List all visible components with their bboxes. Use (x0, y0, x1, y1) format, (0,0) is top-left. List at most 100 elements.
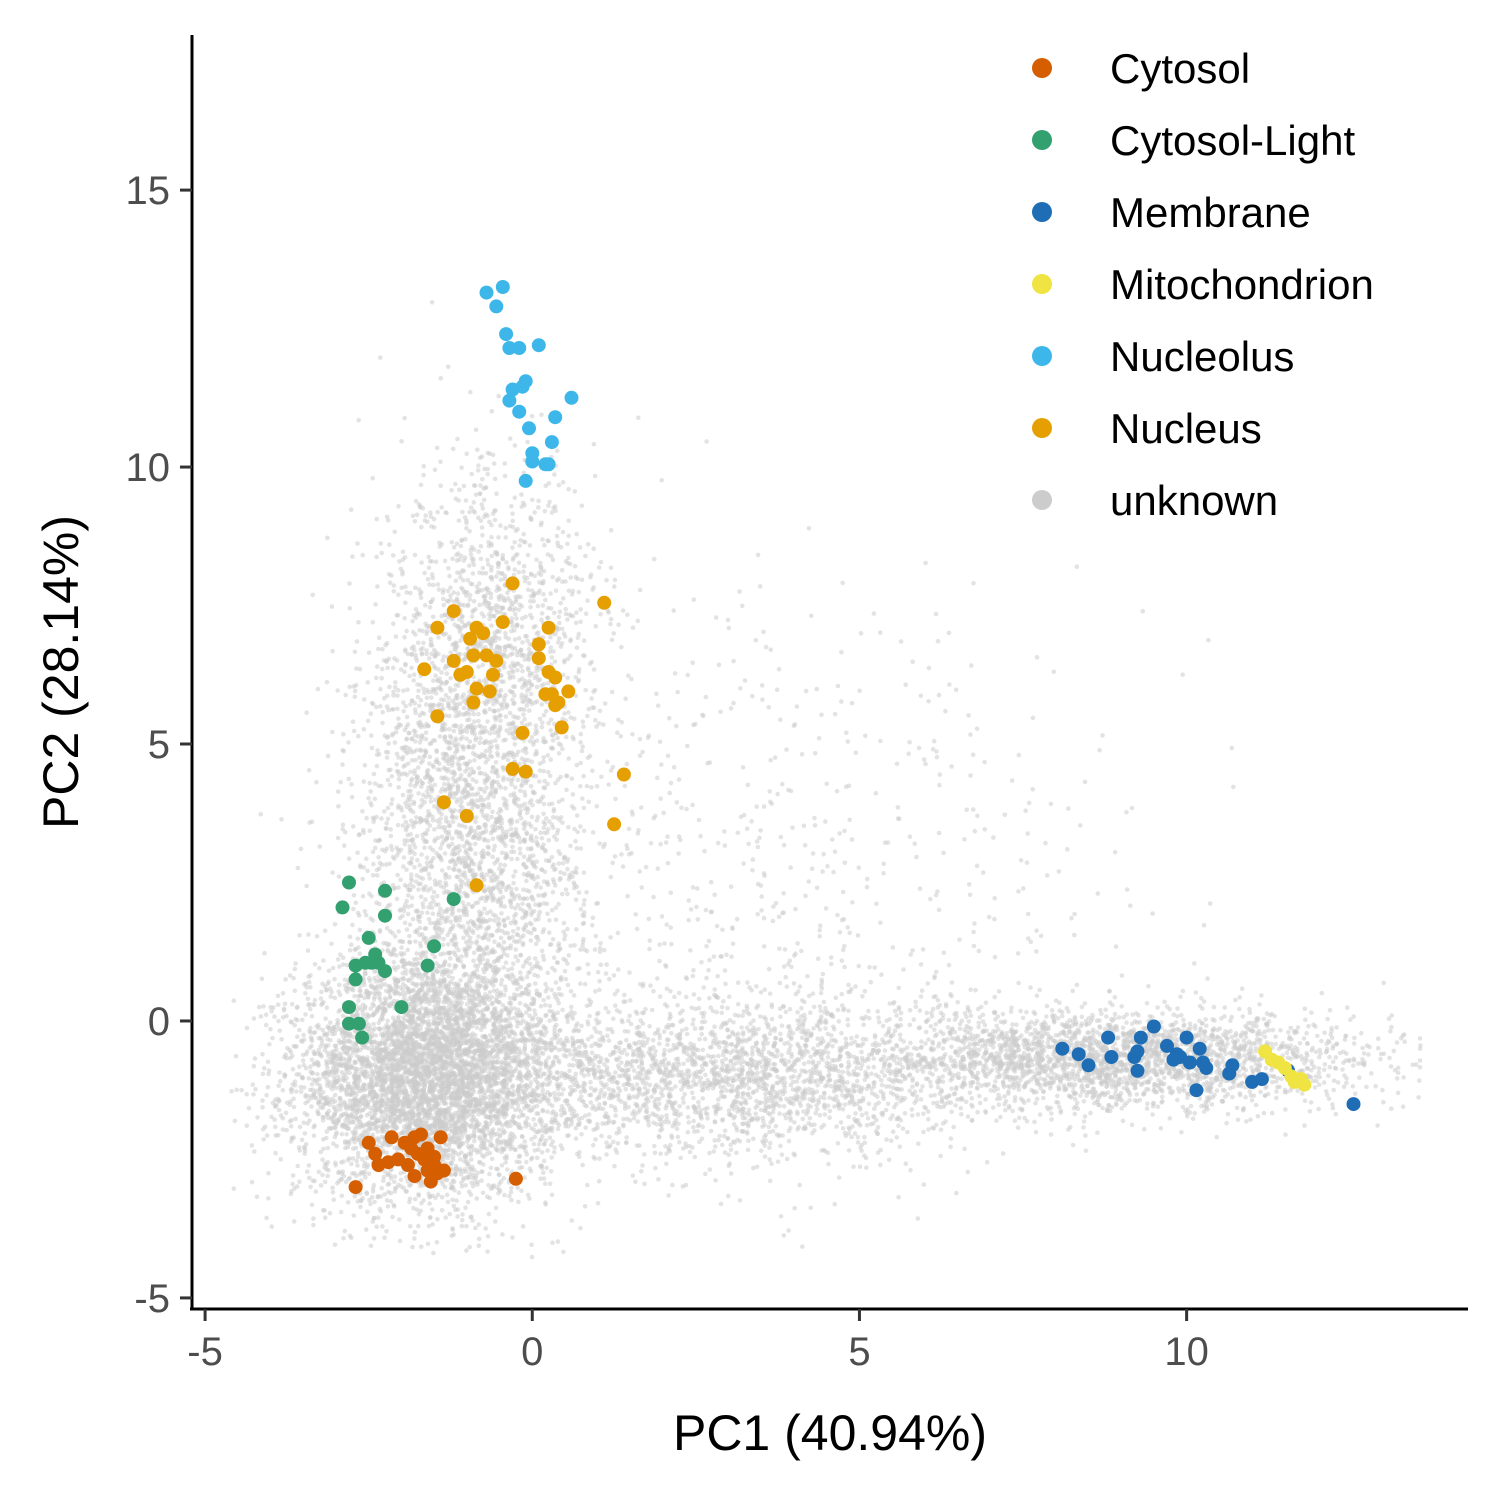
unknown-point (311, 1216, 316, 1221)
unknown-point (662, 941, 667, 946)
unknown-point (388, 1071, 393, 1077)
unknown-point (269, 1224, 275, 1229)
unknown-point (270, 1035, 275, 1041)
unknown-point (297, 1148, 303, 1153)
unknown-point (244, 1123, 250, 1129)
unknown-point (324, 1135, 329, 1141)
unknown-point (301, 1032, 306, 1038)
unknown-point (497, 1188, 503, 1194)
unknown-point (229, 1089, 234, 1094)
unknown-point (397, 1217, 402, 1222)
unknown-point (354, 1012, 360, 1018)
unknown-point (270, 1100, 276, 1106)
unknown-point (335, 1067, 340, 1073)
unknown-point (325, 1173, 331, 1179)
unknown-point (355, 1199, 361, 1204)
unknown-point (485, 1234, 491, 1239)
unknown-point (364, 1227, 369, 1232)
unknown-point (324, 1058, 329, 1064)
unknown-point (448, 979, 454, 985)
unknown-point (476, 1112, 481, 1117)
unknown-point (405, 911, 411, 917)
unknown-point (379, 1001, 384, 1006)
unknown-point (487, 1171, 492, 1177)
unknown-point (265, 1084, 271, 1090)
unknown-point (345, 1200, 351, 1205)
unknown-point (453, 1207, 458, 1212)
unknown-point (571, 1056, 576, 1062)
unknown-point (333, 1160, 338, 1166)
unknown-point (478, 1160, 483, 1165)
unknown-point (289, 1117, 294, 1123)
unknown-point (501, 1035, 507, 1040)
unknown-point (388, 1173, 393, 1178)
unknown-point (407, 1196, 413, 1202)
unknown-point (308, 1184, 314, 1190)
unknown-point (279, 1037, 285, 1042)
unknown-point (473, 1173, 479, 1179)
unknown-point (416, 1211, 422, 1217)
unknown-point (509, 1104, 515, 1109)
unknown-point (341, 1159, 346, 1164)
unknown-point (482, 1133, 488, 1138)
unknown-point (381, 1174, 387, 1180)
unknown-point (491, 988, 497, 993)
unknown-point (485, 1194, 490, 1199)
unknown-point (355, 1150, 361, 1156)
unknown-point (460, 1028, 465, 1034)
unknown-point (291, 1096, 296, 1102)
unknown-point (262, 1066, 267, 1071)
unknown-point (399, 1074, 404, 1080)
unknown-point (311, 1049, 317, 1054)
unknown-point (352, 1075, 358, 1081)
unknown-point (489, 1156, 495, 1162)
unknown-point (505, 1167, 510, 1172)
unknown-point (435, 990, 441, 995)
unknown-point (473, 963, 478, 968)
unknown-point (397, 1238, 403, 1244)
unknown-point (416, 975, 422, 980)
unknown-point (485, 1124, 490, 1129)
unknown-point (487, 1130, 492, 1136)
unknown-point (461, 964, 467, 969)
unknown-point (287, 973, 293, 978)
unknown-point (287, 1047, 292, 1053)
unknown-point (457, 1168, 462, 1173)
unknown-point (297, 1179, 302, 1184)
unknown-point (543, 1200, 548, 1205)
unknown-point (508, 1189, 514, 1195)
unknown-point (428, 1036, 433, 1042)
unknown-point (297, 933, 302, 938)
unknown-point (357, 987, 363, 993)
unknown-point (561, 1249, 566, 1255)
unknown-point (545, 1148, 550, 1153)
unknown-point (377, 991, 383, 997)
unknown-point (347, 1039, 353, 1044)
unknown-point (536, 1111, 541, 1116)
unknown-point (566, 953, 572, 958)
unknown-point (527, 1013, 532, 1018)
unknown-point (249, 1143, 255, 1148)
unknown-point (472, 1167, 477, 1173)
unknown-point (568, 1004, 574, 1010)
unknown-point (555, 1239, 561, 1244)
unknown-point (592, 1156, 598, 1161)
unknown-point (339, 1131, 345, 1137)
unknown-point (481, 1055, 487, 1061)
unknown-point (476, 1222, 482, 1227)
unknown-point (460, 1212, 465, 1217)
unknown-point (367, 1083, 373, 1089)
unknown-point (622, 992, 627, 998)
unknown-point (384, 1198, 390, 1203)
unknown-point (294, 1089, 299, 1094)
unknown-point (401, 1015, 406, 1021)
unknown-point (265, 1059, 271, 1065)
unknown-point (383, 1107, 389, 1112)
unknown-point (246, 1105, 252, 1111)
unknown-point (438, 1011, 444, 1017)
unknown-point (387, 995, 393, 1000)
unknown-point (391, 1023, 397, 1029)
unknown-point (372, 990, 377, 996)
unknown-point (606, 1038, 612, 1043)
unknown-point (464, 1134, 470, 1140)
